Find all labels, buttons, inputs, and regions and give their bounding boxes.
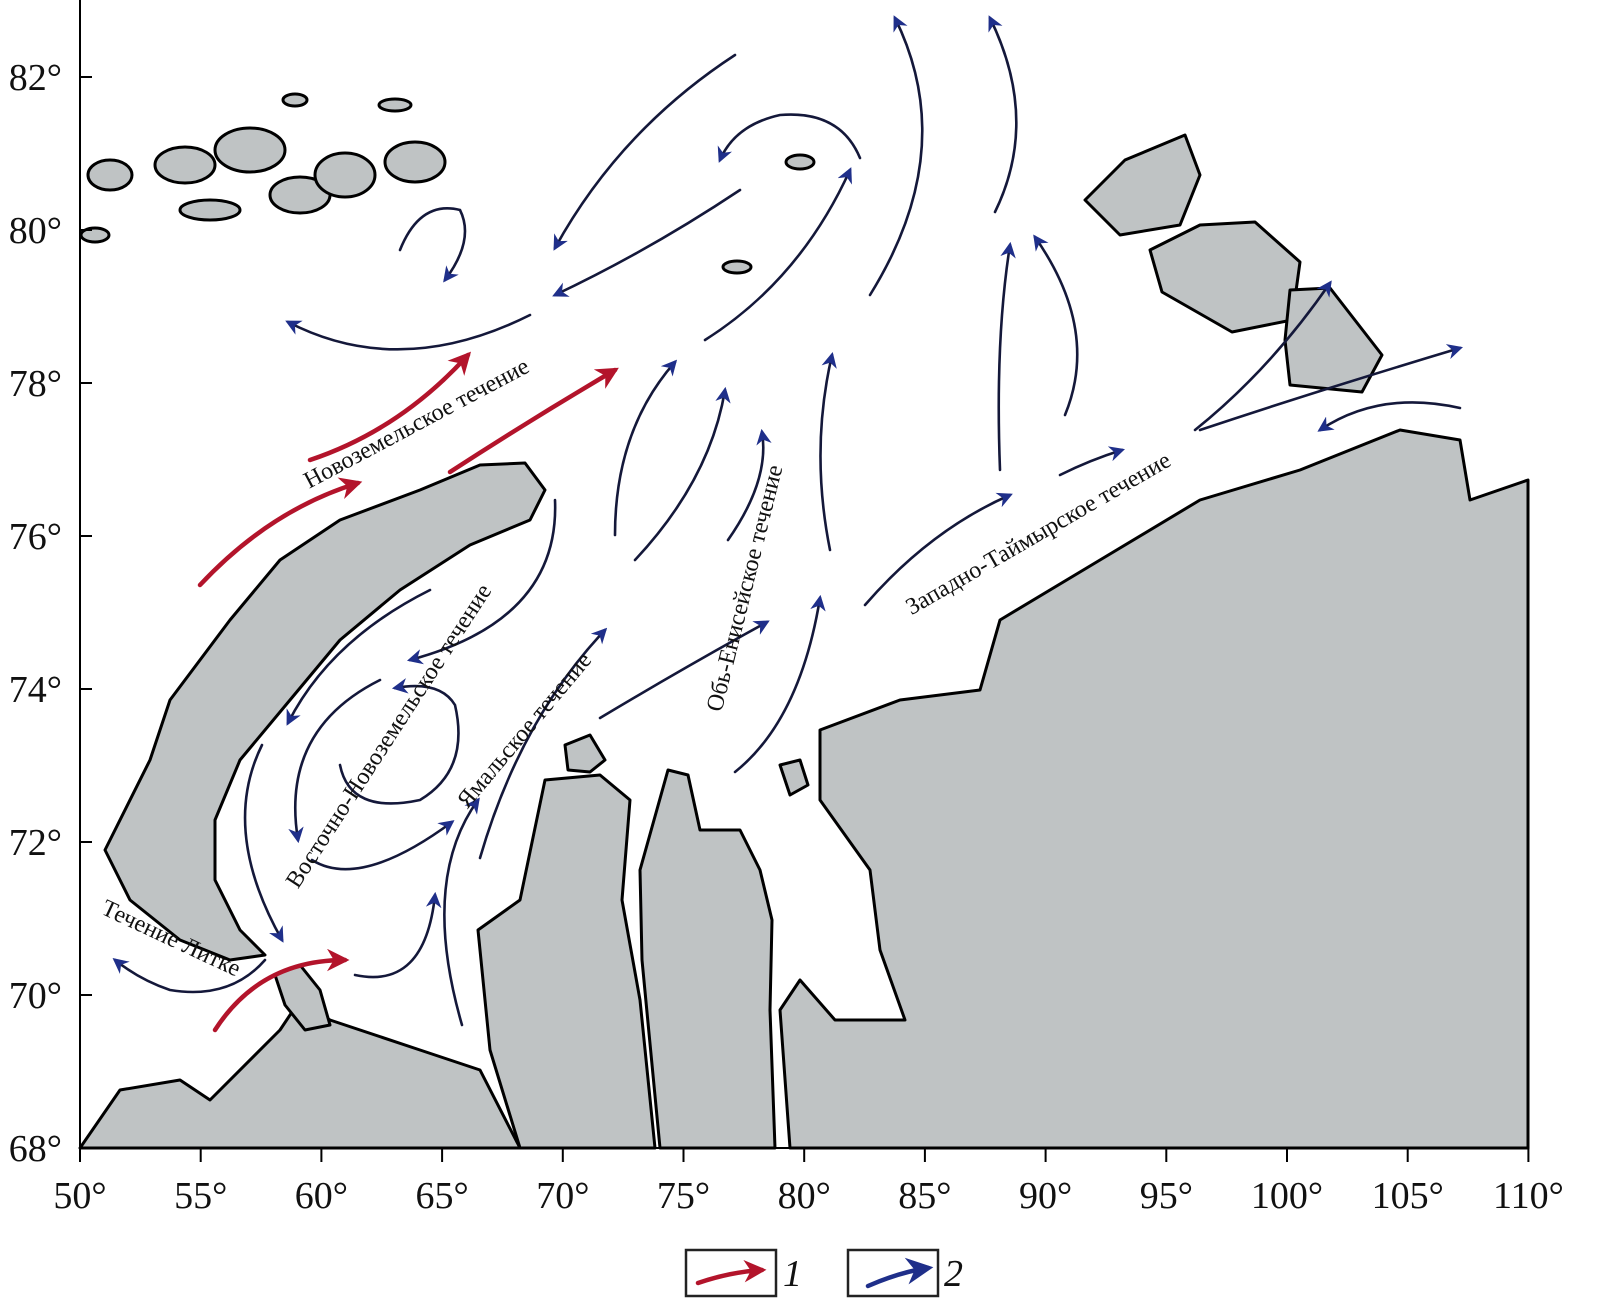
lon-tick-label: 100° bbox=[1251, 1175, 1323, 1217]
current-arrow bbox=[478, 627, 608, 860]
current-arrow bbox=[1033, 234, 1079, 417]
bely-island bbox=[563, 733, 607, 774]
current-arrow bbox=[819, 351, 837, 552]
lon-tick-label: 75° bbox=[657, 1175, 710, 1217]
warm-current-arrow bbox=[447, 367, 619, 475]
yamal-peninsula bbox=[476, 773, 657, 1150]
warm-current-arrow bbox=[307, 351, 472, 463]
current-arrow bbox=[553, 53, 737, 251]
lat-tick-label: 70° bbox=[9, 975, 62, 1017]
current-arrow bbox=[997, 241, 1016, 472]
current-arrow bbox=[552, 188, 742, 297]
current-arrow bbox=[703, 167, 852, 342]
lon-tick-label: 80° bbox=[778, 1175, 831, 1217]
novaya-zemlya bbox=[103, 461, 547, 962]
current-arrow bbox=[338, 678, 460, 805]
warm-current-arrow bbox=[212, 948, 350, 1033]
legend-item-cold: 2 bbox=[846, 1248, 963, 1298]
current-arrow bbox=[726, 428, 772, 542]
warm-current-arrow bbox=[197, 477, 363, 588]
lat-tick-label: 72° bbox=[9, 822, 62, 864]
ushakov-island bbox=[721, 259, 753, 275]
lon-tick-label: 90° bbox=[1019, 1175, 1072, 1217]
gydan-peninsula bbox=[638, 768, 777, 1150]
current-arrow bbox=[863, 492, 1013, 607]
legend-label-2: 2 bbox=[944, 1253, 963, 1295]
current-arrow bbox=[243, 743, 284, 943]
lat-tick-label: 68° bbox=[9, 1128, 62, 1170]
cold-currents bbox=[112, 15, 1463, 1027]
current-arrow bbox=[733, 594, 826, 774]
lat-tick-label: 82° bbox=[9, 57, 62, 99]
lon-tick-label: 60° bbox=[295, 1175, 348, 1217]
current-arrow bbox=[598, 620, 770, 720]
lat-tick-label: 76° bbox=[9, 516, 62, 558]
current-arrow bbox=[1193, 280, 1332, 432]
lon-tick-label: 95° bbox=[1140, 1175, 1193, 1217]
current-arrow bbox=[353, 891, 442, 979]
lon-tick-label: 110° bbox=[1493, 1175, 1564, 1217]
current-arrow bbox=[112, 958, 267, 994]
current-arrow bbox=[288, 678, 382, 844]
current-arrow bbox=[633, 386, 731, 562]
lon-tick-label: 70° bbox=[536, 1175, 589, 1217]
legend-label-1: 1 bbox=[783, 1253, 802, 1295]
current-arrow bbox=[1317, 401, 1462, 432]
lon-tick-label: 50° bbox=[53, 1175, 106, 1217]
lon-tick-label: 65° bbox=[415, 1175, 468, 1217]
lat-tick-label: 74° bbox=[9, 669, 62, 711]
legend-item-warm: 1 bbox=[684, 1248, 802, 1298]
current-arrow bbox=[1198, 344, 1463, 432]
current-arrow bbox=[717, 113, 862, 163]
label-ob-eniseyskoe: Обь-Енисейское течение bbox=[702, 462, 788, 714]
current-arrow bbox=[285, 313, 532, 351]
lon-tick-label: 55° bbox=[174, 1175, 227, 1217]
sibiryakov-island bbox=[778, 758, 810, 797]
current-arrow bbox=[398, 207, 467, 283]
longitude-axis: 50° 55° 60° 65° 70° 75° 80° 85° 90° 95° 100° 105° 11… bbox=[53, 1148, 1564, 1217]
current-arrow bbox=[310, 820, 455, 871]
current-arrow bbox=[286, 588, 432, 726]
current-arrow bbox=[1058, 446, 1125, 477]
severnaya-zemlya-north bbox=[1083, 133, 1202, 237]
taimyr-mainland bbox=[778, 428, 1530, 1150]
legend: 1 2 bbox=[684, 1248, 963, 1298]
vaygach-island bbox=[273, 963, 332, 1032]
lon-tick-label: 85° bbox=[898, 1175, 951, 1217]
current-arrow bbox=[868, 15, 924, 297]
franz-josef-land bbox=[79, 92, 447, 244]
latitude-axis: 68° 70° 72° 74° 76° 78° 80° 82° bbox=[9, 57, 92, 1170]
land-masses bbox=[78, 92, 1530, 1150]
lat-tick-label: 78° bbox=[9, 363, 62, 405]
current-arrow bbox=[988, 15, 1018, 214]
severnaya-zemlya-south bbox=[1148, 220, 1302, 334]
lat-tick-label: 80° bbox=[9, 210, 62, 252]
current-arrow bbox=[406, 498, 557, 665]
vize-island bbox=[784, 153, 816, 171]
current-arrow bbox=[613, 359, 678, 537]
warm-currents bbox=[197, 351, 619, 1033]
current-arrow bbox=[443, 797, 480, 1027]
lon-tick-label: 105° bbox=[1372, 1175, 1444, 1217]
